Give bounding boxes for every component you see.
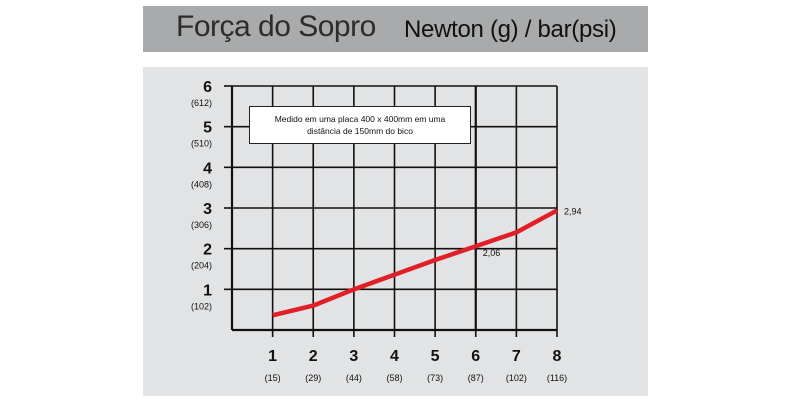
x-tick-sublabel: (116)	[547, 373, 567, 383]
tick-labels: 1 (15) 2 (29) 3 (44) 4 (58) 5 (73) 6 (87) 7 (102) 8 (11…	[191, 79, 582, 383]
x-tick-sublabel: (87)	[468, 373, 484, 383]
y-tick-label: 6	[203, 79, 212, 96]
chart-title: Força do Sopro	[176, 10, 376, 43]
x-tick-label: 3	[349, 348, 358, 365]
x-tick-label: 2	[309, 348, 318, 365]
y-tick-sublabel: (612)	[191, 98, 212, 108]
note-line-1: Medido em uma placa 400 x 400mm em uma	[274, 114, 446, 124]
x-tick-label: 8	[553, 348, 562, 365]
blow-force-line	[272, 208, 559, 318]
x-tick-sublabel: (102)	[506, 373, 527, 383]
data-label: 2,94	[564, 206, 582, 216]
y-tick-sublabel: (510)	[191, 139, 212, 149]
y-tick-sublabel: (408)	[191, 179, 212, 189]
note-line-2: distância de 150mm do bico	[307, 126, 413, 136]
series-layer	[272, 208, 559, 318]
x-tick-sublabel: (58)	[386, 373, 402, 383]
y-tick-label: 1	[203, 282, 212, 299]
x-tick-label: 4	[390, 348, 399, 365]
x-tick-label: 1	[268, 348, 277, 365]
x-tick-sublabel: (44)	[346, 373, 362, 383]
x-tick-label: 7	[512, 348, 521, 365]
y-tick-label: 2	[203, 242, 212, 259]
y-tick-label: 4	[203, 160, 212, 177]
chart-unit-title: Newton (g) / bar(psi)	[404, 16, 617, 43]
y-tick-sublabel: (306)	[191, 220, 212, 230]
x-tick-sublabel: (15)	[265, 373, 281, 383]
measurement-note: Medido em uma placa 400 x 400mm em uma d…	[249, 106, 471, 144]
y-tick-label: 5	[203, 120, 212, 137]
x-tick-label: 6	[471, 348, 480, 365]
x-tick-sublabel: (29)	[305, 373, 321, 383]
x-tick-label: 5	[431, 348, 440, 365]
title-bar	[143, 6, 648, 52]
data-label: 2,06	[483, 248, 501, 258]
y-tick-sublabel: (102)	[191, 301, 212, 311]
x-tick-sublabel: (73)	[427, 373, 443, 383]
axes	[224, 85, 558, 337]
y-tick-label: 3	[203, 201, 212, 218]
y-tick-sublabel: (204)	[191, 261, 212, 271]
